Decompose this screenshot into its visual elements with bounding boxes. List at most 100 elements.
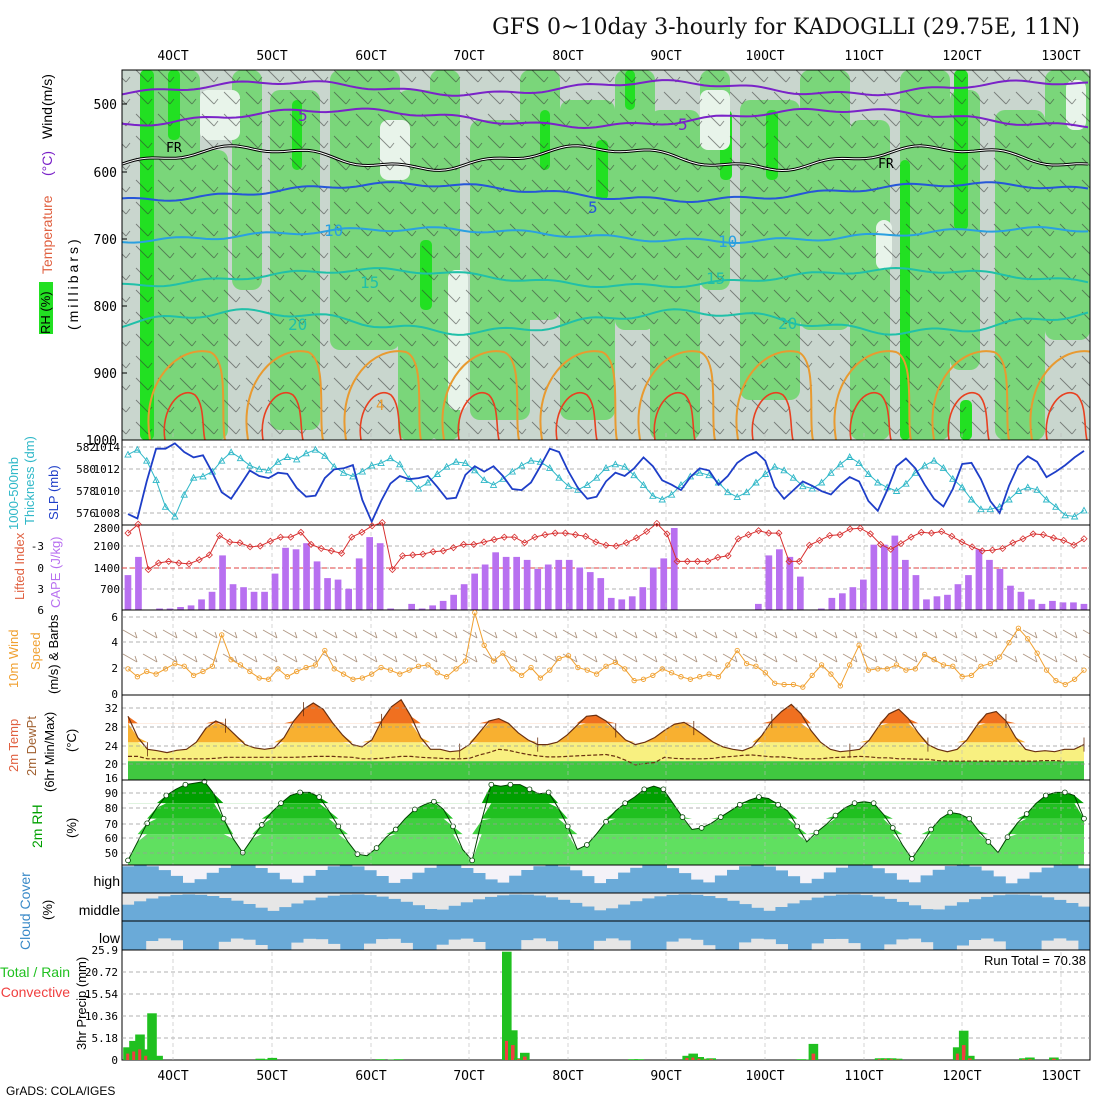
cape-bar [902, 559, 909, 610]
cloud-cell [799, 883, 813, 893]
cloud-cell [485, 896, 498, 921]
cape-bar [618, 599, 626, 610]
cloud-cell [581, 906, 595, 921]
precip-convective-bar [968, 1058, 972, 1060]
lifted-index-point [500, 533, 508, 541]
wind-speed-line-point [453, 666, 459, 672]
lifted-index-point [582, 532, 590, 540]
cape-bar [586, 572, 594, 610]
wind-speed-line-point [884, 666, 890, 672]
cloud-cell [956, 865, 970, 893]
cape-bar [366, 537, 373, 610]
wind-speed-line-point [1071, 676, 1078, 682]
wind-speed-line-point [996, 654, 1003, 660]
cloud-level-high: high [94, 873, 120, 889]
rh2m-point [947, 809, 953, 816]
rh2m-axis-label: 2m RH [29, 804, 45, 848]
lifted-index-point [561, 529, 569, 537]
wind-axis-label: Wind [39, 107, 55, 139]
cape-bar [565, 559, 573, 610]
cloud-cell [146, 941, 159, 950]
cape-bar [355, 558, 363, 610]
pressure-axis-label: (millibars) [65, 236, 81, 330]
cloud-cell [1017, 878, 1030, 893]
precip-convective-bar [132, 1051, 136, 1060]
t2m-unit-label: (°C) [64, 729, 79, 752]
wind-speed-line-point [369, 671, 375, 677]
cape-bar [240, 587, 247, 610]
cape-bar [313, 561, 321, 610]
x-tick-label: 10OCT [745, 1069, 784, 1084]
wind-speed-line-point [847, 662, 853, 668]
cloud-cell [436, 909, 450, 921]
cloud-cell [243, 904, 256, 921]
lifted-index-point [836, 531, 844, 539]
precip-total-bar [520, 1052, 530, 1060]
thickness-line-point [508, 467, 517, 475]
lifted-index-point [215, 531, 224, 540]
thickness-line-point [1042, 495, 1051, 503]
cloud-cell [327, 943, 341, 950]
cloud-cell [666, 941, 680, 950]
cape-bar [324, 578, 331, 610]
cloud-cell [763, 939, 776, 950]
wind-speed-line-point [359, 675, 365, 681]
rh2m-unit-label: (%) [64, 818, 79, 838]
contour-label: 10 [324, 221, 343, 240]
cloud-cell [690, 894, 704, 921]
cape-bar [828, 597, 836, 610]
wind-speed-line-point [181, 663, 187, 669]
wind-speed-line-point [903, 667, 909, 673]
lifted-index-point [551, 529, 559, 537]
cape-bar [975, 549, 983, 610]
cape-bar [292, 549, 300, 610]
cape-bar [1038, 603, 1046, 610]
thickness-line-point [377, 459, 385, 467]
rh2m-point [775, 801, 781, 808]
cloud-cell [1077, 906, 1091, 921]
thickness-line-point [602, 463, 610, 471]
lifted-index-point [439, 547, 447, 555]
temperature-contour [931, 350, 1010, 440]
cloud-panel: high middle low Cloud Cover (%) [17, 864, 1091, 951]
contour-label: FR [166, 141, 182, 156]
rh2m-point [985, 839, 992, 845]
rh2m-point [545, 789, 552, 796]
rh2m-band [128, 818, 1084, 835]
contour-label: 15 [360, 273, 379, 292]
precip-total-bar [514, 1058, 524, 1060]
lifted-index-point [785, 557, 793, 565]
thickness-line-point [639, 480, 648, 488]
lifted-index-point [734, 535, 742, 543]
slp-tick-label: 1010 [94, 485, 121, 498]
lifted-index-point [246, 543, 254, 551]
cloud-cell [388, 938, 401, 950]
thickness-line-point [302, 449, 310, 457]
wind-speed-line-point [678, 674, 684, 680]
wind-speed-line-point [659, 666, 665, 672]
wind-speed-line-point [818, 662, 825, 668]
wind-speed-line-point [434, 670, 440, 676]
thickness-line-point [789, 473, 798, 481]
cloud-cell [908, 905, 922, 921]
lifted-index-point [1080, 535, 1088, 543]
x-tick-label: 4OCT [157, 1069, 188, 1084]
thickness-line-point [264, 466, 273, 474]
cloud-cell [521, 940, 534, 950]
wind-speed-line-point [312, 662, 319, 668]
thickness-tick-label: 576 [76, 507, 96, 520]
cape-tick-label: 2100 [94, 540, 121, 553]
cape-bar [481, 564, 489, 610]
cloud-cell [606, 908, 619, 921]
cape-bar [607, 597, 615, 610]
precip-total-bar [706, 1058, 716, 1060]
wind-speed-line-point [331, 666, 337, 672]
cloud-cell [448, 939, 462, 950]
cloud-cell [1065, 940, 1079, 950]
wind-speed-line-point [547, 667, 553, 673]
wind-unit-label: (m/s) [39, 74, 55, 106]
contour-label: 4 [376, 398, 384, 414]
thickness-tick-label: 580 [76, 463, 96, 476]
lifted-index-point [602, 541, 610, 549]
lifted-index-point [185, 560, 193, 568]
